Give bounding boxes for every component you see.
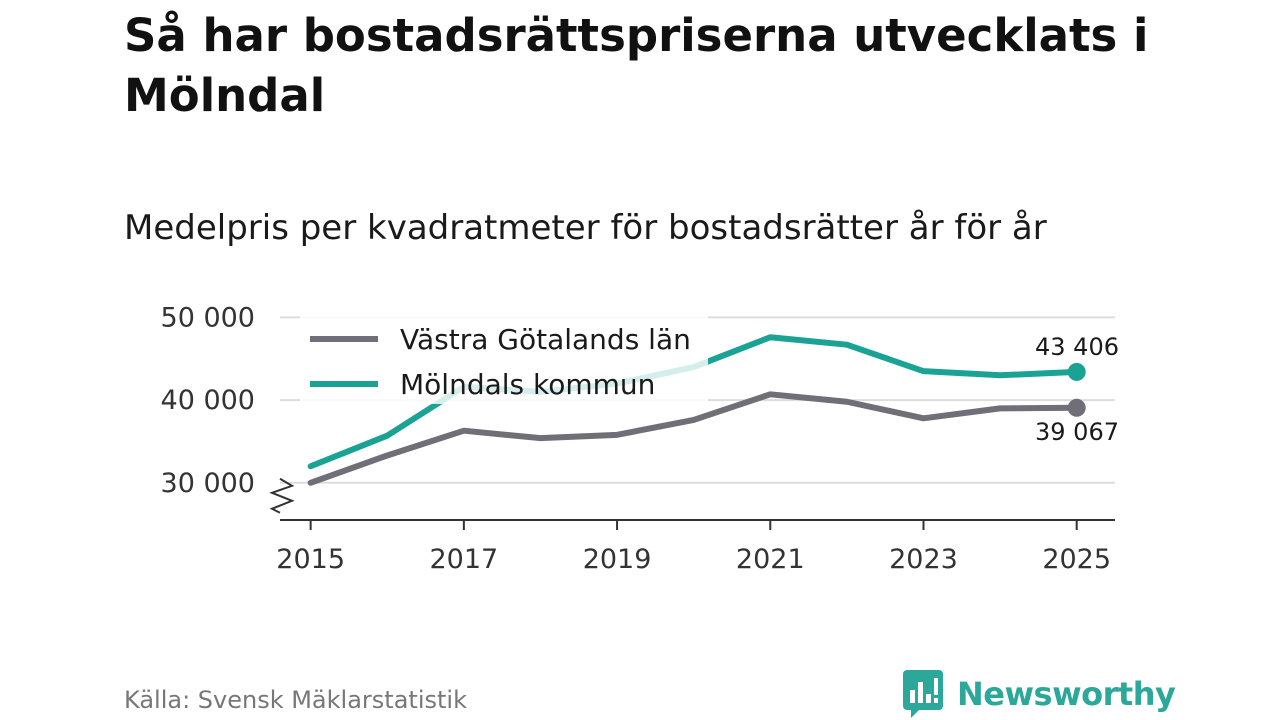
series-line [307, 391, 1080, 486]
x-axis: 2015 2017 2019 2021 2023 2025 [269, 477, 1115, 575]
legend-label: Västra Götalands län [400, 323, 691, 356]
brand: Newsworthy [903, 670, 1176, 718]
legend-label: Mölndals kommun [400, 368, 655, 401]
y-tick-label: 30 000 [161, 468, 255, 499]
y-tick-label: 50 000 [161, 302, 255, 333]
y-tick-label: 40 000 [161, 385, 255, 416]
brand-name: Newsworthy [957, 675, 1176, 713]
legend: Västra Götalands län Mölndals kommun [300, 312, 708, 404]
end-point-marker [1067, 398, 1086, 417]
end-point-marker [1067, 362, 1086, 381]
x-tick-label: 2015 [276, 544, 345, 575]
x-tick-label: 2023 [889, 544, 958, 575]
x-tick-label: 2025 [1042, 544, 1111, 575]
newsworthy-logo-icon [903, 670, 943, 718]
end-value-label: 39 067 [1035, 418, 1119, 446]
legend-background [300, 312, 708, 404]
end-labels: 39 067 43 406 [1035, 333, 1119, 446]
x-tick-label: 2019 [583, 544, 652, 575]
chart-title: Så har bostadsrättspriserna utvecklats i… [124, 9, 1149, 122]
source-note: Källa: Svensk Mäklarstatistik [124, 686, 467, 714]
end-value-label: 43 406 [1035, 333, 1119, 361]
axis-break-icon [269, 477, 295, 514]
x-tick-label: 2017 [429, 544, 498, 575]
chart-subtitle: Medelpris per kvadratmeter för bostadsrä… [124, 208, 1047, 248]
x-tick-label: 2021 [736, 544, 805, 575]
